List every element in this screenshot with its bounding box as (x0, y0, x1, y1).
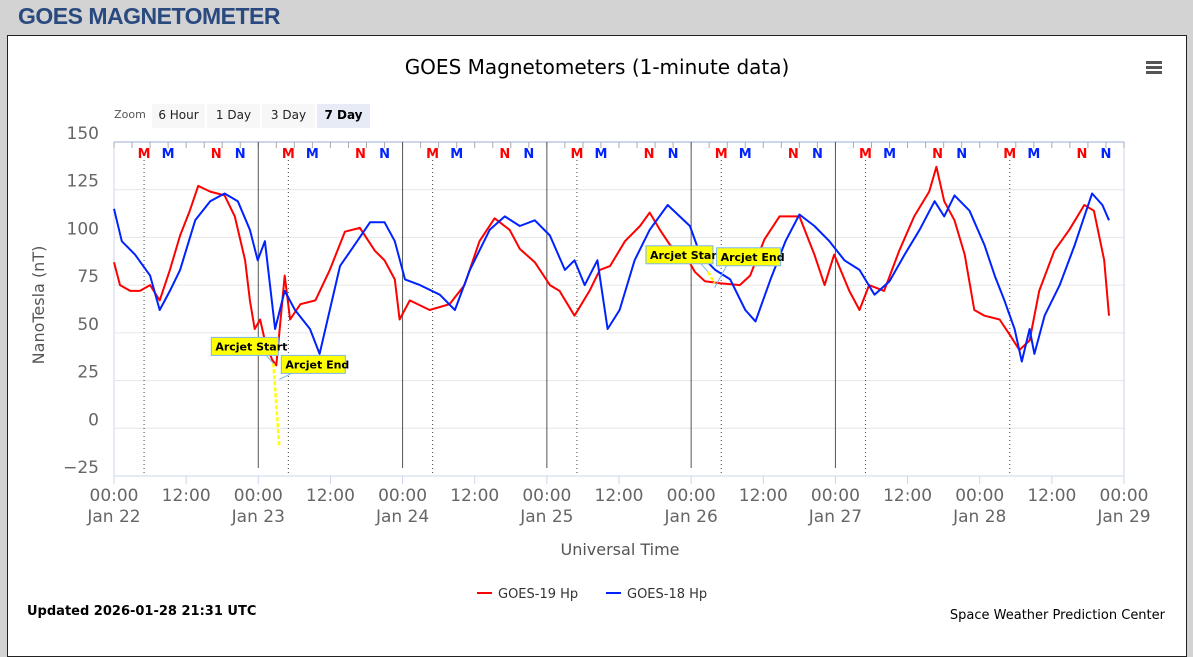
legend-item-goes-18[interactable]: GOES-18 Hp (606, 587, 707, 602)
hamburger-menu-icon[interactable] (1146, 61, 1162, 74)
zoom-7-day-button[interactable]: 7 Day (317, 104, 370, 128)
chart-panel (7, 35, 1187, 657)
legend-label-goes-19: GOES-19 Hp (498, 587, 578, 602)
legend: GOES-19 Hp GOES-18 Hp (477, 587, 707, 602)
zoom-1-day-button[interactable]: 1 Day (207, 104, 260, 128)
page-title: GOES MAGNETOMETER (18, 3, 281, 29)
legend-label-goes-18: GOES-18 Hp (627, 587, 707, 602)
zoom-3-day-button[interactable]: 3 Day (262, 104, 315, 128)
zoom-label: Zoom (114, 108, 146, 121)
zoom-6-hour-button[interactable]: 6 Hour (152, 104, 205, 128)
legend-item-goes-19[interactable]: GOES-19 Hp (477, 587, 578, 602)
